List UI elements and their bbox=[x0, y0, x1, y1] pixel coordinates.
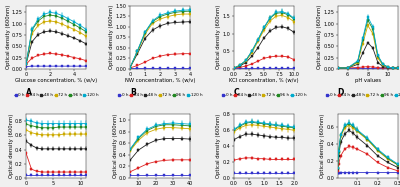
Legend: 0 h, 24 h, 48 h, 72 h, 96 h, 120 h: 0 h, 24 h, 48 h, 72 h, 96 h, 120 h bbox=[117, 93, 203, 98]
Y-axis label: Optical density (600nm): Optical density (600nm) bbox=[317, 5, 322, 69]
X-axis label: Glucose concentration, % (w/v): Glucose concentration, % (w/v) bbox=[15, 78, 97, 83]
Text: B: B bbox=[130, 88, 136, 97]
X-axis label: KCl concentration, % (w/v): KCl concentration, % (w/v) bbox=[229, 78, 299, 83]
Text: A: A bbox=[26, 88, 32, 97]
X-axis label: pH values: pH values bbox=[355, 78, 381, 83]
Y-axis label: Optical density (600nm): Optical density (600nm) bbox=[9, 114, 14, 178]
Y-axis label: Optical density (600nm): Optical density (600nm) bbox=[110, 5, 114, 69]
Y-axis label: Optical density (600nm): Optical density (600nm) bbox=[216, 5, 222, 69]
Y-axis label: Optical density (600nm): Optical density (600nm) bbox=[216, 114, 222, 178]
Y-axis label: Optical density (600nm): Optical density (600nm) bbox=[320, 114, 325, 178]
X-axis label: NW concentration, % (w/v): NW concentration, % (w/v) bbox=[125, 78, 195, 83]
Text: D: D bbox=[338, 88, 344, 97]
Legend: 0 h, 24 h, 48 h, 72 h, 96 h, 120 h: 0 h, 24 h, 48 h, 72 h, 96 h, 120 h bbox=[325, 93, 400, 98]
Legend: 0 h, 24 h, 48 h, 72 h, 96 h, 120 h: 0 h, 24 h, 48 h, 72 h, 96 h, 120 h bbox=[14, 93, 99, 98]
Y-axis label: Optical density (600nm): Optical density (600nm) bbox=[6, 5, 10, 69]
Text: C: C bbox=[234, 88, 239, 97]
Y-axis label: Optical density (600nm): Optical density (600nm) bbox=[112, 114, 118, 178]
Legend: 0 h, 24 h, 48 h, 72 h, 96 h, 120 h: 0 h, 24 h, 48 h, 72 h, 96 h, 120 h bbox=[221, 93, 307, 98]
